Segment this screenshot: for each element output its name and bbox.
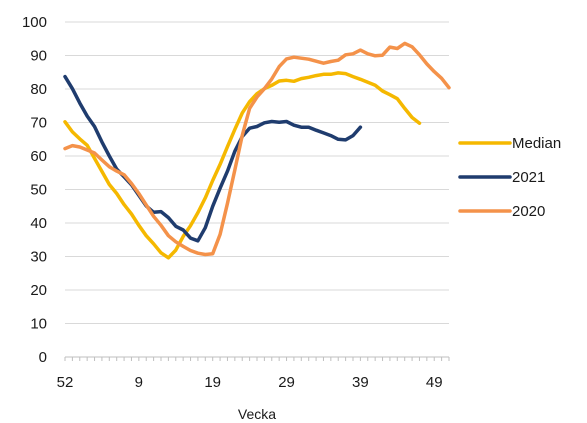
legend-item-2021: 2021 [458,169,545,186]
x-axis-title: Vecka [238,406,276,422]
axes: 0 10 20 30 40 50 60 70 80 90 100 52 9 19 29 39 49 [22,14,450,391]
x-tick-label: 29 [278,374,295,391]
legend-label: 2020 [512,203,545,220]
y-tick-label: 20 [30,282,47,299]
series-lines [63,41,451,260]
y-tick-label: 100 [22,14,47,31]
y-tick-label: 80 [30,81,47,98]
y-tick-label: 60 [30,148,47,165]
x-tick-label: 9 [135,374,143,391]
series-line-2021 [63,74,363,243]
y-tick-label: 70 [30,115,47,132]
series-line-median [63,71,422,260]
y-tick-label: 30 [30,249,47,266]
legend-label: Median [512,135,561,152]
y-tick-label: 10 [30,316,47,333]
legend: Median 2021 2020 [458,135,561,220]
series-line-2020 [63,41,451,257]
legend-item-median: Median [458,135,561,152]
x-tick-label: 52 [57,374,74,391]
x-tick-label: 49 [426,374,443,391]
y-tick-label: 50 [30,182,47,199]
legend-label: 2021 [512,169,545,186]
legend-item-2020: 2020 [458,203,545,220]
y-tick-label: 40 [30,215,47,232]
y-tick-label: 90 [30,48,47,65]
x-tick-label: 39 [352,374,369,391]
y-tick-label: 0 [39,349,47,366]
x-tick-label: 19 [204,374,221,391]
gridlines [65,21,449,324]
